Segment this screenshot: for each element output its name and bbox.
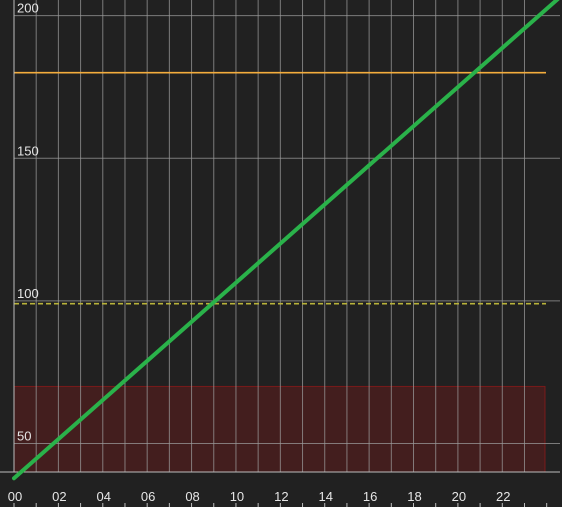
x-tick-label: 02 [52, 489, 66, 504]
band-layer [13, 385, 546, 473]
x-tick-label: 16 [363, 489, 377, 504]
reference-lines [14, 71, 546, 305]
grid-layer [14, 0, 560, 472]
y-tick-label: 100 [17, 286, 39, 301]
x-tick-label: 00 [8, 489, 22, 504]
y-tick-label: 150 [17, 143, 39, 158]
glucose-series-line [12, 0, 560, 481]
x-tick-label: 06 [141, 489, 155, 504]
low-range-band [13, 385, 546, 473]
x-tick-label: 04 [97, 489, 111, 504]
x-tick-label: 08 [185, 489, 199, 504]
y-tick-label: 50 [17, 428, 31, 443]
x-tick-label: 12 [274, 489, 288, 504]
x-tick-label: 20 [452, 489, 466, 504]
tick-labels: 50 100 150 200 00 02 04 06 08 10 12 14 16 18 20 22 [8, 1, 511, 504]
series-layer [12, 0, 560, 481]
x-tick-label: 22 [496, 489, 510, 504]
x-tick-label: 18 [407, 489, 421, 504]
y-tick-label: 200 [17, 1, 39, 16]
x-tick-label: 14 [318, 489, 332, 504]
x-tick-label: 10 [230, 489, 244, 504]
